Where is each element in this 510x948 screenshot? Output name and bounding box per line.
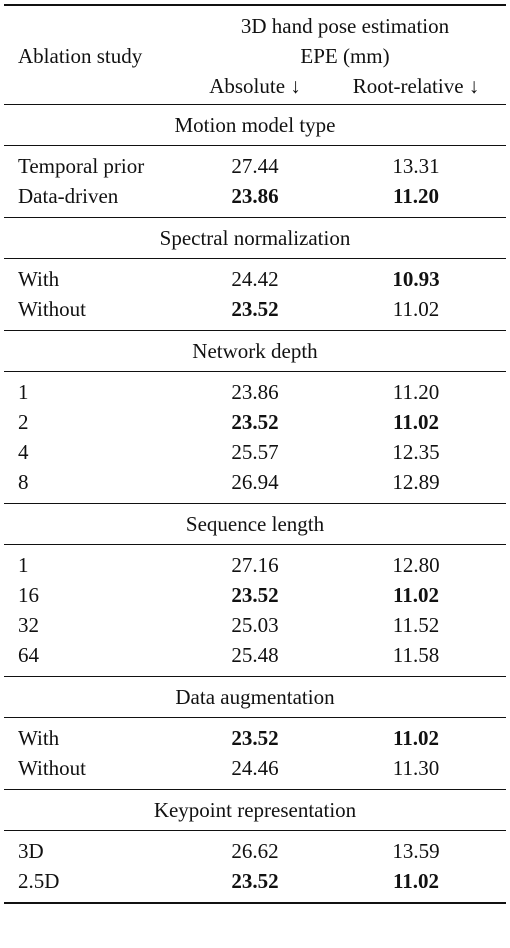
metric-title: EPE (mm) — [300, 44, 390, 68]
table-row: 3D 26.62 13.59 — [4, 836, 506, 866]
section-rows: 3D 26.62 13.59 2.5D 23.52 11.02 — [4, 831, 506, 902]
table-header: Ablation study 3D hand pose estimation E… — [4, 6, 506, 104]
absolute-value: 26.94 — [231, 470, 279, 494]
table-row: 1 27.16 12.80 — [4, 550, 506, 580]
section-rule — [4, 104, 506, 105]
bottom-rule — [4, 902, 506, 904]
section-title: Sequence length — [185, 512, 325, 536]
root-relative-value: 11.02 — [392, 297, 440, 321]
table-row: Without 24.46 11.30 — [4, 753, 506, 783]
root-relative-value: 13.59 — [392, 839, 440, 863]
section-rule — [4, 789, 506, 790]
table-row: 8 26.94 12.89 — [4, 467, 506, 497]
table-row: 4 25.57 12.35 — [4, 437, 506, 467]
section-rule — [4, 145, 506, 146]
column-absolute-header: Absolute ↓ — [209, 74, 301, 98]
absolute-value: 23.52 — [231, 297, 279, 321]
root-relative-value: 11.20 — [392, 184, 440, 208]
section-title: Data augmentation — [175, 685, 335, 709]
row-label: Without — [18, 756, 86, 780]
absolute-value: 25.57 — [231, 440, 279, 464]
row-label: 1 — [18, 553, 29, 577]
table-row: With 24.42 10.93 — [4, 264, 506, 294]
root-relative-value: 12.35 — [392, 440, 440, 464]
root-relative-value: 11.02 — [392, 410, 440, 434]
absolute-value: 26.62 — [231, 839, 279, 863]
row-label: 1 — [18, 380, 29, 404]
row-label: With — [18, 267, 60, 291]
section-rule — [4, 330, 506, 331]
table-row: 2 23.52 11.02 — [4, 407, 506, 437]
section-rule — [4, 258, 506, 259]
row-label: Data-driven — [18, 184, 119, 208]
table-body: Motion model type Temporal prior 27.44 13.3… — [4, 104, 506, 904]
section-rows: 1 27.16 12.80 16 23.52 11.02 32 25.03 11.52 64 25.… — [4, 545, 506, 676]
top-rule — [4, 4, 506, 6]
absolute-value: 23.52 — [231, 583, 279, 607]
absolute-value: 27.16 — [231, 553, 279, 577]
table-row: Temporal prior 27.44 13.31 — [4, 151, 506, 181]
row-label: 4 — [18, 440, 29, 464]
table-row: 64 25.48 11.58 — [4, 640, 506, 670]
root-relative-value: 11.02 — [392, 869, 440, 893]
root-relative-value: 12.89 — [392, 470, 440, 494]
column-root-relative-header: Root-relative ↓ — [352, 74, 480, 98]
absolute-value: 24.46 — [231, 756, 279, 780]
section-rule — [4, 544, 506, 545]
section-rule — [4, 371, 506, 372]
section-rows: With 23.52 11.02 Without 24.46 11.30 — [4, 718, 506, 789]
absolute-value: 23.52 — [231, 410, 279, 434]
row-label: 2 — [18, 410, 29, 434]
root-relative-value: 11.58 — [392, 643, 440, 667]
root-relative-value: 10.93 — [392, 267, 440, 291]
ablation-study-header: Ablation study — [18, 44, 143, 68]
section-title: Motion model type — [174, 113, 336, 137]
section-rows: Temporal prior 27.44 13.31 Data-driven 23.86… — [4, 146, 506, 217]
section-rule — [4, 217, 506, 218]
root-relative-value: 13.31 — [392, 154, 440, 178]
absolute-value: 25.48 — [231, 643, 279, 667]
table-row: 16 23.52 11.02 — [4, 580, 506, 610]
table-row: With 23.52 11.02 — [4, 723, 506, 753]
absolute-value: 27.44 — [231, 154, 279, 178]
section-title: Spectral normalization — [159, 226, 351, 250]
section-rule — [4, 676, 506, 677]
row-label: 3D — [18, 839, 44, 863]
row-label: 8 — [18, 470, 29, 494]
absolute-value: 24.42 — [231, 267, 279, 291]
root-relative-value: 11.30 — [392, 756, 440, 780]
section-rule — [4, 830, 506, 831]
root-relative-value: 11.20 — [392, 380, 440, 404]
table-row: 32 25.03 11.52 — [4, 610, 506, 640]
row-label: Without — [18, 297, 86, 321]
root-relative-value: 11.52 — [392, 613, 440, 637]
table-row: Data-driven 23.86 11.20 — [4, 181, 506, 211]
root-relative-value: 11.02 — [392, 583, 440, 607]
root-relative-value: 12.80 — [392, 553, 440, 577]
absolute-value: 23.86 — [231, 184, 279, 208]
section-rows: 1 23.86 11.20 2 23.52 11.02 4 25.57 12.35 8 26.94 1… — [4, 372, 506, 503]
table-row: Without 23.52 11.02 — [4, 294, 506, 324]
table-row: 2.5D 23.52 11.02 — [4, 866, 506, 896]
section-rule — [4, 717, 506, 718]
row-label: 64 — [18, 643, 39, 667]
section-rows: With 24.42 10.93 Without 23.52 11.02 — [4, 259, 506, 330]
section-rule — [4, 503, 506, 504]
section-title: Keypoint representation — [153, 798, 357, 822]
absolute-value: 23.52 — [231, 726, 279, 750]
absolute-value: 23.86 — [231, 380, 279, 404]
task-title: 3D hand pose estimation — [240, 14, 450, 38]
row-label: 32 — [18, 613, 39, 637]
ablation-table: Ablation study 3D hand pose estimation E… — [4, 4, 506, 904]
table-row: 1 23.86 11.20 — [4, 377, 506, 407]
row-label: 2.5D — [18, 869, 60, 893]
root-relative-value: 11.02 — [392, 726, 440, 750]
absolute-value: 25.03 — [231, 613, 279, 637]
absolute-value: 23.52 — [231, 869, 279, 893]
row-label: 16 — [18, 583, 39, 607]
row-label: With — [18, 726, 60, 750]
section-title: Network depth — [192, 339, 318, 363]
row-label: Temporal prior — [18, 154, 145, 178]
